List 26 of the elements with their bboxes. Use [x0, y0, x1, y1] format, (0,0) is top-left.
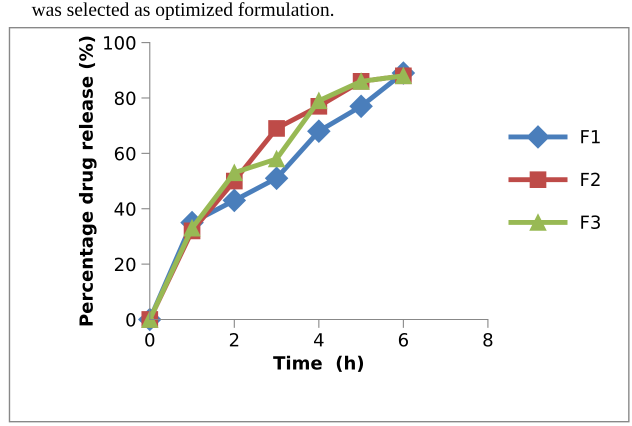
point: [350, 94, 373, 118]
legend-label: F2: [581, 172, 600, 186]
point: [310, 92, 328, 110]
y-tick-label: 60: [114, 146, 136, 160]
point: [222, 188, 246, 212]
y-tick-label: 100: [104, 36, 136, 50]
y-tick-label: 40: [114, 202, 136, 216]
x-tick-label: 2: [230, 333, 238, 346]
x-tick-label: 6: [398, 333, 408, 347]
x-axis-title: Time (h): [273, 356, 364, 372]
text: was selected as optimized formulation.: [32, 2, 334, 20]
y-axis-title: Percentage drug release (%): [78, 36, 97, 326]
y-tick-label: 0: [126, 312, 136, 327]
point: [268, 120, 285, 137]
y-tick-label: 20: [114, 258, 136, 272]
point: [184, 220, 200, 236]
x-tick-label: 8: [483, 333, 492, 347]
point: [265, 166, 288, 190]
legend-label: F3: [581, 215, 600, 230]
point: [226, 164, 243, 182]
y-tick-label: 80: [114, 91, 136, 106]
x-tick-label: 4: [314, 333, 324, 346]
point: [307, 120, 330, 143]
x-tick-label: 0: [145, 333, 154, 347]
legend-label: F1: [581, 130, 600, 144]
point: [268, 150, 285, 168]
